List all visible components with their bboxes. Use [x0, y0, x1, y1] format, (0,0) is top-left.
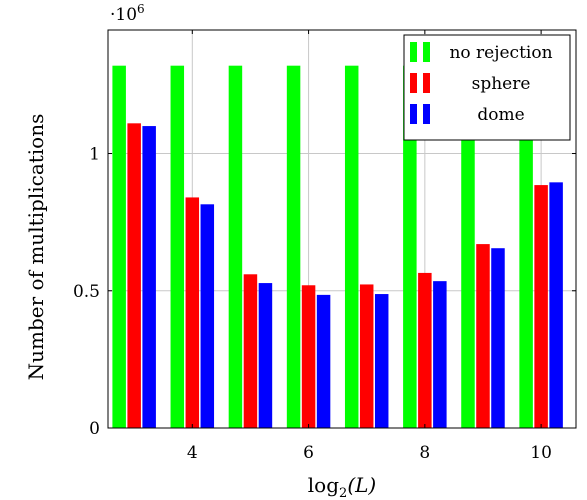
bar-sphere-4 [185, 197, 200, 428]
bar-no-rejection-3 [112, 65, 126, 428]
bar-no-rejection-7 [344, 65, 359, 428]
legend-label-1: sphere [472, 74, 531, 94]
y-tick-label-1: 0.5 [73, 282, 100, 302]
bar-dome-6 [316, 294, 331, 428]
bar-dome-5 [258, 283, 273, 428]
bar-sphere-8 [418, 272, 432, 428]
bar-dome-7 [374, 294, 389, 428]
bars-group [112, 65, 563, 429]
x-tick-label-0: 4 [187, 443, 198, 463]
plot-frame [107, 29, 577, 429]
bar-no-rejection-9 [461, 65, 475, 428]
bar-dome-10 [549, 182, 563, 428]
bar-no-rejection-10 [519, 65, 533, 428]
bar-dome-8 [433, 281, 447, 428]
bar-dome-4 [200, 204, 215, 428]
legend-swatch-a-2 [410, 104, 417, 124]
y-tick-label-0: 0 [89, 419, 100, 439]
x-tick-label-3: 10 [530, 443, 552, 463]
legend-label-0: no rejection [449, 43, 552, 63]
legend-swatch-b-1 [423, 73, 430, 93]
x-tick-label-2: 8 [419, 443, 430, 463]
bar-sphere-5 [243, 274, 258, 428]
legend-box [403, 34, 571, 141]
bar-sphere-6 [301, 285, 316, 428]
bar-sphere-7 [359, 284, 374, 428]
bar-sphere-10 [534, 185, 548, 428]
bar-sphere-3 [127, 123, 141, 429]
bar-dome-9 [491, 248, 505, 428]
legend-swatch-b-0 [423, 42, 430, 62]
legend-label-2: dome [477, 105, 524, 125]
legend-swatch-a-0 [410, 42, 417, 62]
legend-swatch-b-2 [423, 104, 430, 124]
legend-swatch-a-1 [410, 73, 417, 93]
y-tick-label-2: 1 [89, 145, 100, 165]
bar-sphere-9 [476, 244, 490, 428]
x-axis-label: log2(L) [308, 473, 376, 500]
bar-no-rejection-8 [403, 65, 417, 428]
y-axis-exponent: ·106 [110, 2, 145, 25]
x-tick-label-1: 6 [303, 443, 314, 463]
y-axis-label: Number of multiplications [24, 114, 48, 381]
legend: no rejection sphere dome [403, 34, 571, 141]
bar-no-rejection-6 [286, 65, 301, 428]
bar-no-rejection-4 [170, 65, 185, 428]
axis-ticks: 4 6 8 10 0 0.5 1 [73, 30, 576, 463]
bar-dome-3 [142, 126, 156, 428]
bar-no-rejection-5 [228, 65, 243, 428]
